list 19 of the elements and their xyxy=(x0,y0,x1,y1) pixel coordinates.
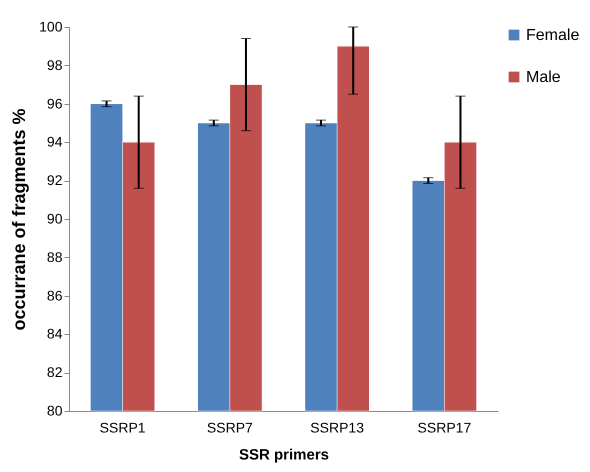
x-axis-title: SSR primers xyxy=(238,446,330,464)
y-tick-label: 88 xyxy=(46,248,63,265)
y-tick-label: 100 xyxy=(39,18,63,34)
y-tick-label: 92 xyxy=(46,172,63,188)
y-tick-label: 84 xyxy=(46,326,63,342)
x-tick-label: SSRP17 xyxy=(418,420,472,436)
legend-label: Male xyxy=(526,69,561,86)
y-tick-label: 80 xyxy=(46,402,63,418)
y-tick-label: 86 xyxy=(46,287,63,304)
y-tick-label: 94 xyxy=(46,134,63,150)
x-tick-label: SSRP1 xyxy=(100,420,146,436)
x-tick-label: SSRP13 xyxy=(310,420,364,436)
y-tick-label: 98 xyxy=(46,56,63,73)
y-tick-label: 90 xyxy=(46,210,63,226)
legend-label: Female xyxy=(526,27,580,44)
y-axis-title: occurrane of fragments % xyxy=(9,108,30,331)
y-tick-label: 82 xyxy=(46,364,63,380)
y-tick-label: 96 xyxy=(46,95,63,112)
x-tick-label: SSRP7 xyxy=(206,420,254,436)
